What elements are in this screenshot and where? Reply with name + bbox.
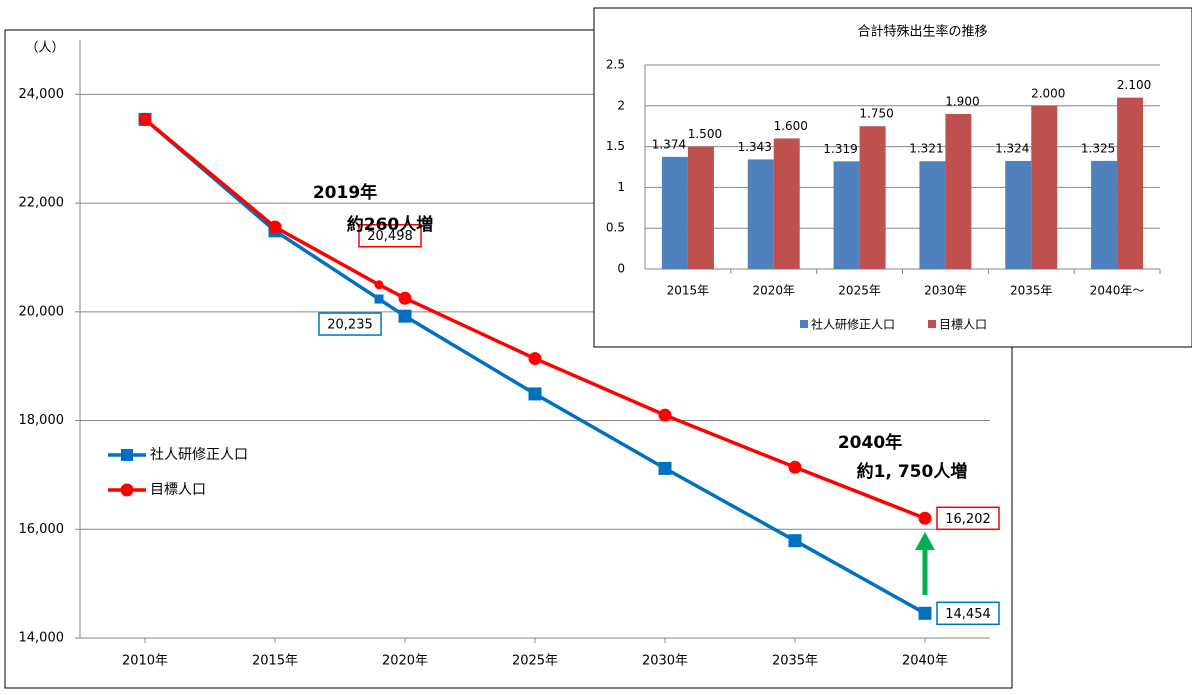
bar: [661, 156, 688, 269]
annotation: 2040年: [838, 432, 902, 453]
marker: [918, 606, 932, 620]
value-label-box: [936, 506, 1000, 531]
y-tick-label: 2: [617, 98, 625, 112]
y-tick-label: 0.5: [606, 221, 625, 235]
y-tick-label: 24,000: [19, 87, 65, 102]
value-label: 20,498: [367, 229, 413, 244]
marker: [918, 511, 932, 525]
x-tick-label: 2015年: [252, 654, 298, 669]
marker: [398, 309, 412, 323]
x-tick-label: 2010年: [122, 654, 168, 669]
x-tick-label: 2040年: [902, 654, 948, 669]
value-label: 1.900: [945, 94, 979, 108]
x-tick-label: 2030年: [642, 654, 688, 669]
x-tick-label: 2015年: [667, 284, 710, 298]
legend-label: 目標人口: [939, 318, 987, 332]
bar: [687, 146, 714, 269]
series-line: [143, 118, 926, 520]
legend-swatch: [800, 320, 808, 328]
value-label: 14,454: [945, 607, 991, 622]
y-tick-label: 1: [617, 180, 625, 194]
y-tick-label: 2.5: [606, 58, 625, 72]
chart-title: 合計特殊出生率の推移: [857, 24, 987, 40]
marker: [374, 294, 384, 304]
x-tick-label: 2025年: [512, 654, 558, 669]
y-tick-label: 22,000: [19, 196, 65, 211]
value-label: 1.500: [688, 127, 722, 141]
marker: [528, 352, 542, 366]
annotation: 約260人増: [347, 214, 434, 235]
marker: [658, 461, 672, 475]
series-line: [143, 118, 926, 615]
y-tick-label: 16,000: [19, 522, 65, 537]
value-label: 2.100: [1117, 78, 1151, 92]
marker: [788, 534, 802, 548]
x-tick-label: 2030年: [924, 284, 967, 298]
value-label: 1.321: [909, 142, 943, 156]
value-label: 1.319: [823, 142, 857, 156]
value-label: 1.325: [1081, 141, 1115, 155]
y-tick-label: 14,000: [19, 631, 65, 646]
value-label: 1.750: [859, 107, 893, 121]
legend-swatch: [928, 320, 936, 328]
legend-marker: [120, 483, 134, 497]
bar: [747, 159, 774, 269]
bar: [773, 138, 800, 269]
y-tick-label: 0: [617, 262, 625, 276]
value-label-box: [318, 312, 382, 336]
value-label: 2.000: [1031, 86, 1065, 100]
marker: [788, 460, 802, 474]
value-label: 1.343: [738, 140, 772, 154]
value-label-box: [358, 223, 422, 248]
main-chart: 14,000 16,000 18,000 20,000 22,000 24,000 （人） 2…: [19, 40, 1000, 669]
bar: [945, 113, 972, 270]
y-tick-label: 18,000: [19, 413, 65, 428]
marker: [398, 291, 412, 305]
value-label: 16,202: [945, 512, 991, 527]
value-label-box: [936, 601, 1000, 626]
legend-label: 社人研修正人口: [150, 447, 248, 463]
inset-chart: 合計特殊出生率の推移 0 0.5 1 1.5 2 2.5 2015年 2020年 2025年 203…: [606, 24, 1161, 332]
value-label: 1.600: [774, 119, 808, 133]
x-tick-label: 2025年: [838, 284, 881, 298]
bar: [1091, 160, 1118, 269]
y-tick-label: 1.5: [606, 139, 625, 153]
x-tick-label: 2035年: [1010, 284, 1053, 298]
marker: [138, 112, 152, 126]
bar: [1031, 105, 1058, 269]
legend-marker: [121, 449, 133, 461]
bar: [919, 161, 946, 269]
marker: [374, 280, 384, 290]
bar: [1005, 160, 1032, 269]
annotation: 約1, 750人増: [857, 461, 968, 482]
legend-label: 社人研修正人口: [811, 317, 895, 332]
value-label: 20,235: [327, 318, 373, 333]
marker: [528, 387, 542, 401]
value-label: 1.374: [652, 137, 686, 151]
x-tick-label: 2020年: [752, 284, 795, 298]
marker: [268, 220, 282, 234]
y-axis-label: （人）: [25, 41, 64, 56]
bar: [833, 161, 860, 269]
bar: [1117, 97, 1144, 269]
x-tick-label: 2035年: [772, 654, 818, 669]
x-tick-label: 2040年～: [1090, 284, 1145, 298]
bar: [859, 126, 886, 269]
legend-label: 目標人口: [150, 482, 206, 498]
marker: [658, 408, 672, 422]
annotation: 2019年: [313, 182, 377, 203]
x-tick-label: 2020年: [382, 654, 428, 669]
value-label: 1.324: [995, 141, 1029, 155]
arrow-head: [915, 532, 935, 550]
y-tick-label: 20,000: [19, 304, 65, 319]
